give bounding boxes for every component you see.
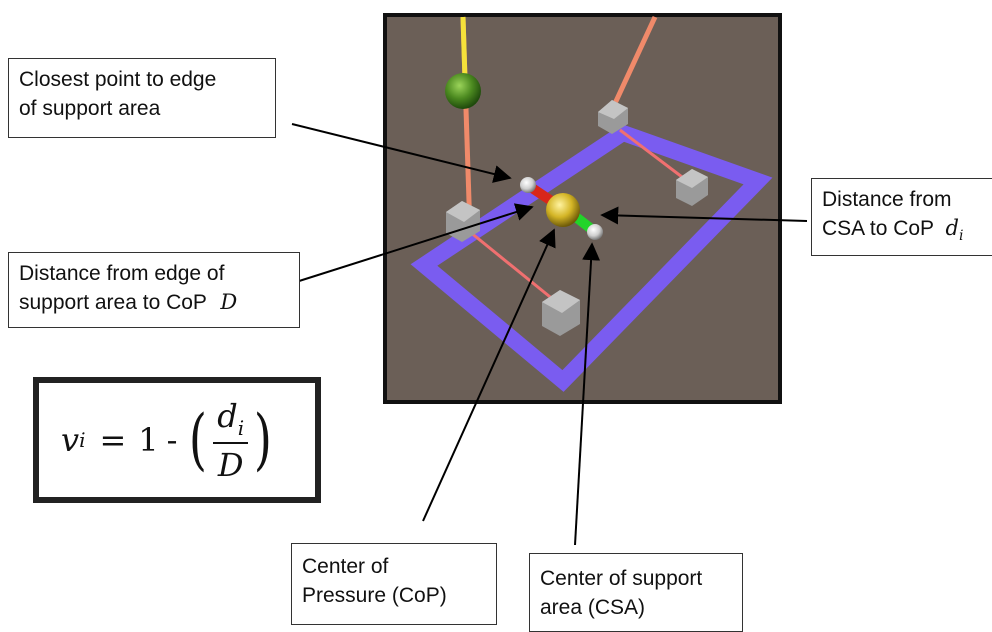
support-area-outline	[410, 124, 773, 392]
label-distance-edge-var: D	[220, 290, 238, 314]
label-csa-line2: area (CSA)	[540, 596, 646, 619]
label-csa-line1: Center of support	[540, 567, 703, 590]
formula-equals: =	[99, 421, 127, 459]
closest-edge-point-sphere	[520, 177, 536, 193]
label-closest-point: Closest point to edge of support area	[8, 58, 276, 138]
cop-sphere	[546, 193, 580, 227]
formula-lhs-var: v	[61, 421, 80, 459]
label-distance-csa: Distance from CSA to CoP di	[811, 178, 992, 256]
arrow-distance-csa	[600, 206, 808, 225]
left-leg-highlight	[460, 16, 468, 81]
label-cop-line1: Center of	[302, 555, 389, 578]
annotation-arrows	[291, 123, 808, 546]
label-distance-csa-line2-row: CSA to CoP di	[822, 214, 982, 251]
formula-denominator: D	[217, 445, 244, 484]
formula-open-paren: (	[189, 401, 208, 478]
formula-close-paren: )	[253, 401, 272, 478]
formula-fraction: di D	[213, 396, 249, 484]
arrow-csa	[574, 242, 601, 546]
label-closest-point-line2: of support area	[19, 97, 161, 120]
formula-lhs-sub: i	[79, 428, 86, 452]
label-distance-csa-var: d	[945, 216, 959, 240]
arrow-distance-edge	[295, 203, 534, 283]
formula-num-sub: i	[237, 415, 245, 440]
label-closest-point-line1: Closest point to edge	[19, 68, 217, 91]
label-distance-csa-line1: Distance from	[822, 188, 952, 211]
formula-num-var: d	[217, 396, 238, 435]
foot-line-left	[469, 230, 561, 307]
arrow-closest-point	[291, 123, 512, 183]
foot-line-right	[619, 128, 691, 185]
label-cop: Center of Pressure (CoP)	[291, 543, 497, 625]
label-cop-line2: Pressure (CoP)	[302, 584, 447, 607]
foot-cube-top	[598, 100, 628, 134]
label-distance-edge-line1: Distance from edge of	[19, 262, 225, 285]
simulation-view	[383, 13, 782, 404]
label-distance-csa-sub: i	[958, 228, 964, 245]
label-distance-edge-line2: support area to CoP	[19, 291, 207, 314]
label-distance-edge: Distance from edge of support area to Co…	[8, 252, 300, 328]
foot-cube-bottom	[542, 290, 580, 336]
formula-numerator: di	[213, 396, 249, 444]
arrow-cop	[422, 228, 556, 522]
foot-cube-right	[676, 169, 708, 206]
com-sphere	[445, 73, 481, 109]
label-distance-edge-line2-row: support area to CoP D	[19, 288, 289, 317]
csa-sphere	[587, 224, 603, 240]
right-leg-line	[608, 15, 658, 114]
label-csa: Center of support area (CSA)	[529, 553, 743, 632]
formula-minus: -	[166, 421, 178, 459]
label-distance-csa-line2: CSA to CoP	[822, 217, 934, 240]
formula-one: 1	[138, 421, 159, 459]
